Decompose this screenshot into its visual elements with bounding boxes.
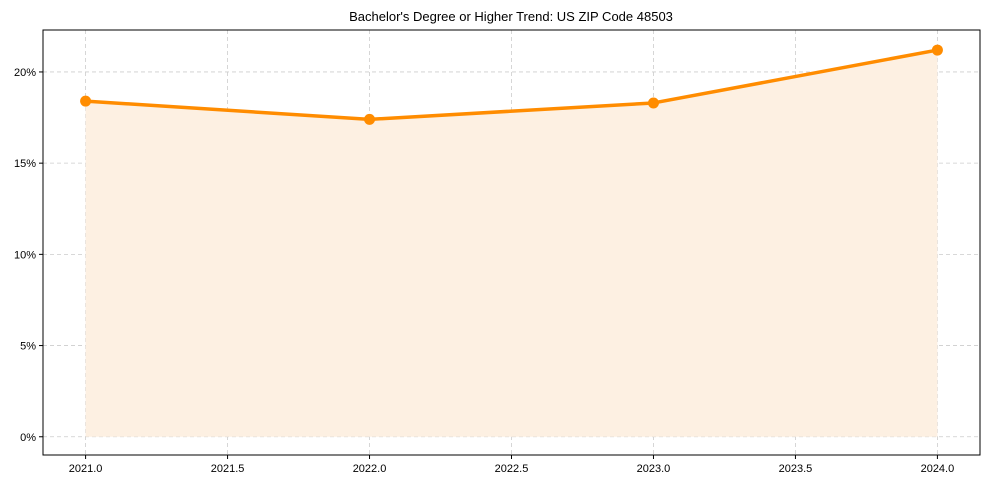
y-tick-label: 15% bbox=[14, 158, 36, 170]
series-lines bbox=[85, 48, 938, 122]
series-line bbox=[85, 48, 938, 122]
area-fill bbox=[85, 50, 938, 437]
chart-title: Bachelor's Degree or Higher Trend: US ZI… bbox=[349, 9, 673, 24]
x-tick-label: 2021.0 bbox=[69, 463, 103, 475]
data-point bbox=[931, 44, 943, 56]
x-tick-label: 2023.5 bbox=[779, 463, 813, 475]
series-area bbox=[85, 50, 938, 437]
y-axis: 0% 5% 10% 15% 20% bbox=[14, 67, 43, 444]
data-points bbox=[80, 44, 943, 125]
x-tick-label: 2021.5 bbox=[211, 463, 245, 475]
y-tick-label: 5% bbox=[20, 341, 36, 353]
y-tick-label: 20% bbox=[14, 67, 36, 79]
data-point bbox=[364, 113, 376, 125]
data-point bbox=[647, 97, 659, 109]
x-tick-label: 2022.0 bbox=[353, 463, 387, 475]
x-tick-label: 2023.0 bbox=[637, 463, 671, 475]
x-tick-label: 2024.0 bbox=[921, 463, 955, 475]
y-tick-label: 0% bbox=[20, 432, 36, 444]
x-tick-label: 2022.5 bbox=[495, 463, 529, 475]
data-point bbox=[80, 95, 92, 107]
y-tick-label: 10% bbox=[14, 249, 36, 261]
x-axis: 2021.0 2021.5 2022.0 2022.5 2023.0 2023.5 2024… bbox=[69, 455, 954, 475]
